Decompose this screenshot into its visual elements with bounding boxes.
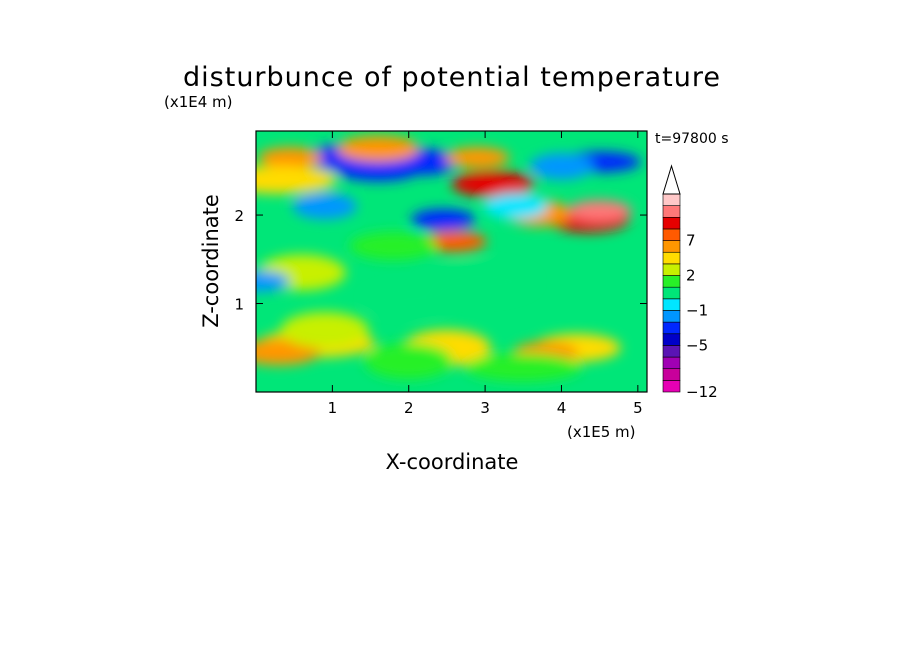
contour-region xyxy=(465,353,582,382)
colorbar-swatch xyxy=(662,321,681,335)
contour-region xyxy=(256,270,290,292)
y-tick-label: 2 xyxy=(234,207,244,225)
contour-region xyxy=(483,193,548,220)
colorbar-swatch xyxy=(662,228,681,241)
colorbar-swatch xyxy=(662,333,681,346)
chart-title: disturbunce of potential temperature xyxy=(183,62,721,93)
colorbar-swatch xyxy=(662,356,681,370)
colorbar-label: −5 xyxy=(686,336,708,354)
time-label: t=97800 s xyxy=(655,131,729,147)
y-tick-label: 1 xyxy=(234,296,244,314)
colorbar-swatch xyxy=(662,368,681,381)
contour-region xyxy=(445,147,510,169)
contour-region xyxy=(280,312,369,349)
contour-region xyxy=(419,263,536,300)
contour-region xyxy=(410,208,476,230)
colorbar-swatch xyxy=(662,310,681,323)
plot-area xyxy=(256,131,647,392)
colorbar-swatch xyxy=(662,286,681,300)
colorbar-swatch xyxy=(662,193,681,206)
colorbar-swatch xyxy=(662,275,681,288)
contour-region xyxy=(349,232,438,261)
colorbar: −12−5−127 xyxy=(662,164,718,401)
contour-region xyxy=(256,165,337,194)
colorbar-label: −1 xyxy=(686,301,708,319)
colorbar-label: 7 xyxy=(686,232,696,250)
x-tick-label: 1 xyxy=(328,399,338,417)
contour-region xyxy=(422,231,487,253)
x-unit-label: (x1E5 m) xyxy=(567,423,636,441)
contour-region xyxy=(529,153,594,180)
contour-region xyxy=(292,193,357,220)
colorbar-swatch xyxy=(662,240,681,253)
x-tick-label: 5 xyxy=(633,399,643,417)
x-tick-label: 3 xyxy=(480,399,490,417)
colorbar-swatch xyxy=(662,298,681,311)
colorbar-swatch xyxy=(662,345,681,358)
contour-region xyxy=(364,285,453,314)
x-tick-label: 2 xyxy=(404,399,414,417)
colorbar-swatch xyxy=(662,263,681,276)
contour-region xyxy=(336,135,420,162)
contour-region xyxy=(451,170,534,198)
plot-frame xyxy=(255,130,648,393)
colorbar-label: 2 xyxy=(686,267,696,285)
contour-region xyxy=(258,147,323,169)
y-axis-label: Z-coordinate xyxy=(199,194,223,328)
colorbar-swatch xyxy=(662,380,681,393)
contour-region xyxy=(364,343,453,380)
colorbar-label: −12 xyxy=(686,383,718,401)
x-tick-label: 4 xyxy=(557,399,567,417)
colorbar-swatch xyxy=(662,205,681,218)
colorbar-swatch xyxy=(662,216,681,230)
colorbar-swatch xyxy=(662,251,681,265)
y-unit-label: (x1E4 m) xyxy=(164,93,233,111)
colorbar-extend-arrow xyxy=(662,164,681,195)
x-axis-label: X-coordinate xyxy=(386,450,519,474)
contour-region xyxy=(567,200,632,222)
